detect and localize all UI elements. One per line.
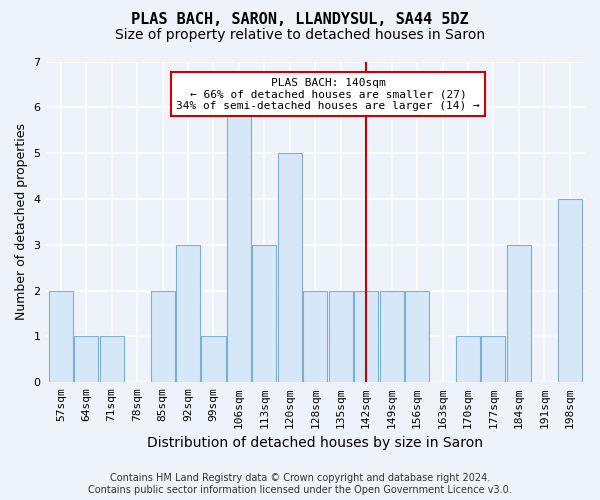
Bar: [278, 153, 302, 382]
Bar: [329, 290, 353, 382]
Bar: [176, 245, 200, 382]
Bar: [481, 336, 505, 382]
Bar: [303, 290, 328, 382]
Bar: [380, 290, 404, 382]
Text: PLAS BACH, SARON, LLANDYSUL, SA44 5DZ: PLAS BACH, SARON, LLANDYSUL, SA44 5DZ: [131, 12, 469, 28]
Bar: [202, 336, 226, 382]
Bar: [49, 290, 73, 382]
Text: Contains HM Land Registry data © Crown copyright and database right 2024.
Contai: Contains HM Land Registry data © Crown c…: [88, 474, 512, 495]
Bar: [557, 199, 582, 382]
Bar: [100, 336, 124, 382]
Bar: [354, 290, 378, 382]
X-axis label: Distribution of detached houses by size in Saron: Distribution of detached houses by size …: [147, 436, 483, 450]
Text: Size of property relative to detached houses in Saron: Size of property relative to detached ho…: [115, 28, 485, 42]
Bar: [405, 290, 429, 382]
Text: PLAS BACH: 140sqm
← 66% of detached houses are smaller (27)
34% of semi-detached: PLAS BACH: 140sqm ← 66% of detached hous…: [176, 78, 480, 110]
Bar: [74, 336, 98, 382]
Bar: [227, 108, 251, 382]
Y-axis label: Number of detached properties: Number of detached properties: [15, 124, 28, 320]
Bar: [507, 245, 531, 382]
Bar: [456, 336, 480, 382]
Bar: [252, 245, 277, 382]
Bar: [151, 290, 175, 382]
